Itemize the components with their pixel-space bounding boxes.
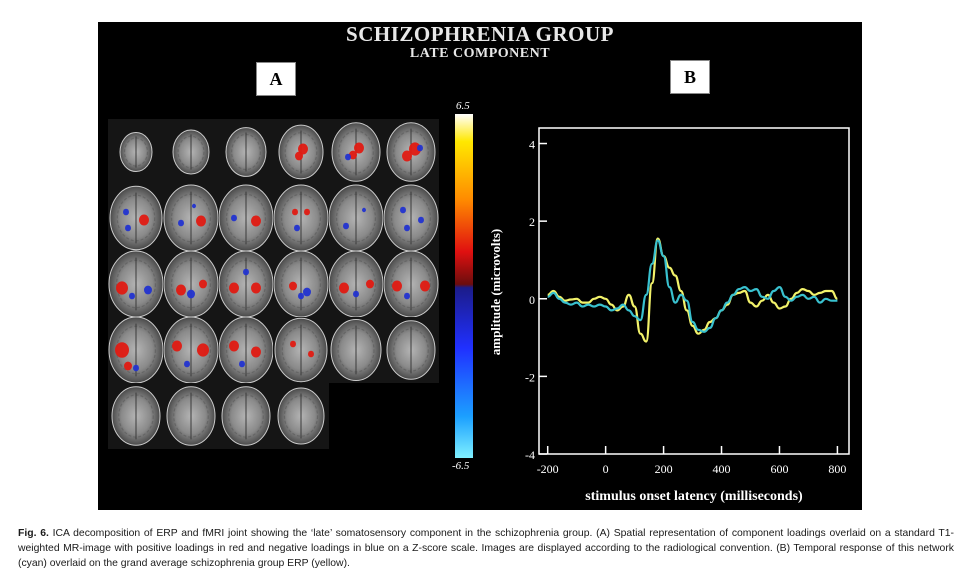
positive-loading [392,280,402,292]
positive-loading [290,340,296,348]
negative-loading [418,216,424,224]
positive-loading [354,142,364,154]
negative-loading [123,208,129,216]
x-tick-label: 600 [770,462,788,476]
positive-loading [229,282,239,294]
colorbar-max-label: 6.5 [456,100,470,112]
negative-loading [133,364,139,372]
y-tick-label: -4 [525,448,535,462]
y-axis-label: amplitude (microvolts) [488,229,503,356]
negative-loading [184,360,190,368]
brain-slice-montage [108,114,473,458]
negative-loading [404,224,410,232]
positive-loading [402,150,412,162]
negative-loading [362,207,366,213]
positive-loading [298,143,308,155]
positive-loading [251,215,261,227]
y-tick-label: 2 [529,215,535,229]
negative-loading [129,292,135,300]
x-tick-label: 200 [655,462,673,476]
negative-loading [239,360,245,368]
positive-loading [176,284,186,296]
y-tick-label: 0 [529,293,535,307]
colorbar [455,114,473,458]
negative-loading [231,214,237,222]
positive-loading [308,350,314,358]
positive-loading [229,340,239,352]
x-tick-label: 0 [603,462,609,476]
figure-title: SCHIZOPHRENIA GROUP [346,22,614,46]
negative-loading [404,292,410,300]
negative-loading [243,268,249,276]
negative-loading [178,219,184,227]
positive-loading [339,282,349,294]
positive-loading [196,215,206,227]
positive-loading [420,280,430,292]
figure-caption: Fig. 6. ICA decomposition of ERP and fMR… [18,526,954,571]
negative-loading [417,144,423,152]
series-line-cyan [547,239,838,333]
positive-loading [292,208,298,216]
y-tick-label: -2 [525,370,535,384]
negative-loading [192,203,196,209]
panel-b-label: B [670,60,710,94]
colorbar-min-label: -6.5 [452,460,470,472]
negative-loading [187,289,195,299]
figure-subtitle: LATE COMPONENT [409,46,551,61]
positive-loading [366,279,374,289]
positive-loading [289,281,297,291]
positive-loading [197,343,209,357]
positive-loading [139,214,149,226]
x-tick-label: 400 [713,462,731,476]
positive-loading [251,346,261,358]
positive-loading [304,208,310,216]
panel-a-label: A [256,62,296,96]
negative-loading [294,224,300,232]
negative-loading [400,206,406,214]
negative-loading [343,222,349,230]
positive-loading [251,282,261,294]
positive-loading [199,279,207,289]
figure-panel: SCHIZOPHRENIA GROUP LATE COMPONENT A B [98,22,862,510]
positive-loading [349,150,357,160]
negative-loading [298,292,304,300]
series-line-yellow [547,237,838,343]
x-axis-label: stimulus onset latency (milliseconds) [585,489,803,504]
x-tick-label: -200 [537,462,559,476]
negative-loading [345,153,351,161]
negative-loading [144,285,152,295]
negative-loading [353,290,359,298]
positive-loading [116,281,128,295]
positive-loading [124,361,132,371]
negative-loading [125,224,131,232]
plot-frame [538,127,850,455]
erp-chart: -4 -2 0 2 4 -200 0 200 400 600 800 stimulus onset… [488,127,850,504]
positive-loading [295,151,303,161]
positive-loading [172,340,182,352]
caption-text: ICA decomposition of ERP and fMRI joint … [18,528,954,569]
y-tick-label: 4 [529,138,535,152]
caption-label: Fig. 6. [18,528,49,539]
x-tick-label: 800 [828,462,846,476]
positive-loading [115,342,129,358]
negative-loading [303,287,311,297]
